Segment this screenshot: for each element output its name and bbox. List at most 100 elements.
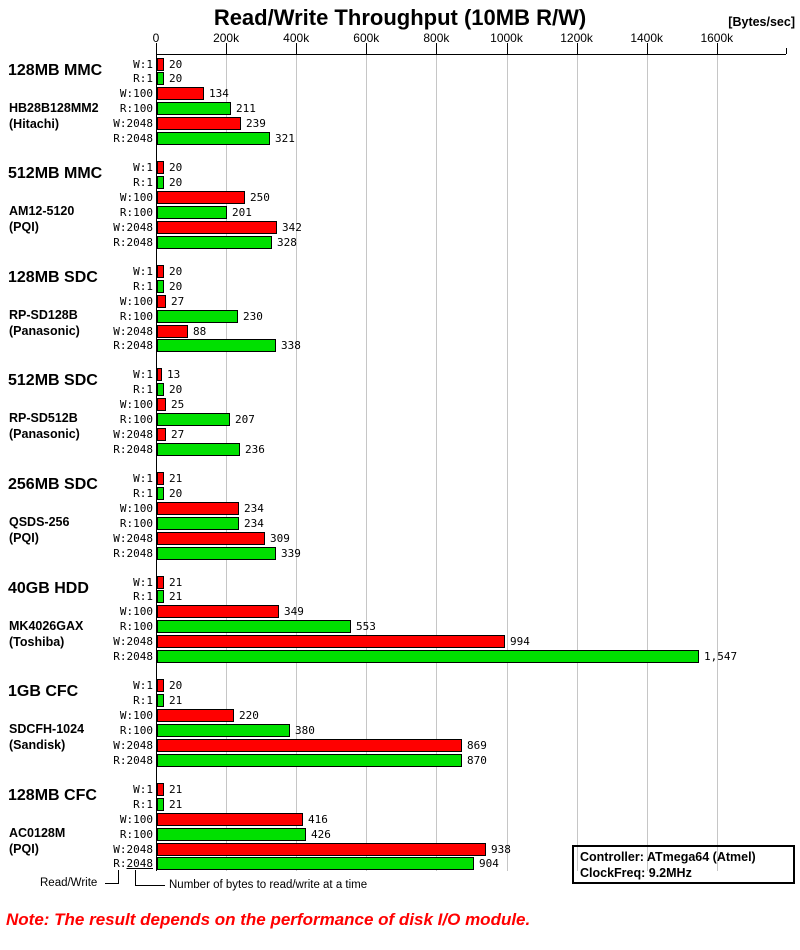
bar-value-label: 20 [169,176,183,190]
bar-value-label: 21 [169,782,183,796]
bar-value-label: 230 [243,309,263,323]
bar-value-label: 27 [171,428,185,442]
read-write-bracket-line [105,883,119,884]
x-axis-tick-label: 1000k [490,31,523,45]
x-axis-tick-label: 400k [283,31,310,45]
bar-value-label: 21 [169,694,183,708]
device-maker-label: (PQI) [9,220,39,235]
bar-label: R:1 [133,279,153,293]
gridline [576,55,578,871]
bar-value-label: 1,547 [704,650,738,664]
bar-read [157,279,164,293]
bar-label: W:1 [133,368,153,382]
x-axis-tick [296,43,298,54]
device-size-label: 40GB HDD [8,579,89,597]
bar-write [157,294,166,308]
bar-value-label: 134 [209,87,229,101]
bar-write [157,709,234,722]
clockfreq-line: ClockFreq: 9.2MHz [580,866,692,880]
device-maker-label: (PQI) [9,530,39,545]
bar-read [157,176,164,190]
bar-value-label: 328 [277,235,297,249]
bar-value-label: 201 [232,205,252,219]
x-axis-tick-label: 1200k [560,31,593,45]
bar-value-label: 553 [356,620,376,634]
bar-value-label: 220 [239,709,259,722]
device-maker-label: (Sandisk) [9,738,66,753]
bar-value-label: 21 [169,590,183,604]
x-axis-tick [506,43,508,54]
bar-label: W:1 [133,679,153,693]
bar-write [157,220,277,234]
bar-value-label: 380 [295,723,315,737]
x-axis-tick-label: 200k [213,31,240,45]
bar-label: R:100 [119,516,153,530]
bar-read [157,413,230,427]
controller-info-box: Controller: ATmega64 (Atmel) ClockFreq: … [572,845,795,884]
bar-read [157,235,272,249]
axis-unit-label: [Bytes/sec] [728,15,795,29]
bar-read [157,650,699,664]
bar-label: R:1 [133,486,153,500]
bar-label: W:1 [133,57,153,71]
bar-write [157,324,188,338]
x-axis-tick [226,43,228,54]
x-axis-tick [436,43,438,54]
bytes-bracket-line [135,870,136,886]
bar-read [157,205,227,219]
bar-label: W:2048 [113,635,153,649]
bar-label: W:2048 [113,531,153,545]
gridline [646,55,648,871]
bar-value-label: 426 [311,827,331,841]
bar-label: R:1 [133,590,153,604]
bar-label: R:1 [133,797,153,811]
bar-label: W:100 [119,294,153,308]
bar-label: W:1 [133,575,153,589]
bar-label: W:2048 [113,842,153,856]
read-write-bracket-line [118,870,119,884]
device-model-label: HB28B128MM2 [9,100,99,115]
controller-line: Controller: ATmega64 (Atmel) [580,850,756,864]
gridline [226,55,228,871]
bar-value-label: 416 [308,812,328,826]
bar-value-label: 309 [270,531,290,545]
bar-value-label: 20 [169,264,183,278]
device-size-label: 256MB SDC [8,475,98,493]
chart-title: Read/Write Throughput (10MB R/W) [213,5,587,30]
gridline [506,55,508,871]
x-axis-tick [716,43,718,54]
bar-label: W:2048 [113,324,153,338]
bar-value-label: 211 [236,102,256,116]
bar-read [157,339,276,353]
bar-value-label: 21 [169,797,183,811]
gridline [436,55,438,871]
bar-label: W:100 [119,812,153,826]
x-axis-tick [156,43,157,54]
bar-read [157,753,462,767]
bar-write [157,531,265,545]
bar-write [157,368,162,382]
bar-value-label: 994 [510,635,530,649]
bar-read [157,723,290,737]
x-axis-line [156,54,786,55]
bar-label: W:100 [119,501,153,515]
gridline [716,55,718,871]
bar-write [157,57,164,71]
bar-value-label: 236 [245,443,265,457]
bar-value-label: 13 [167,368,181,382]
bar-label: R:100 [119,102,153,116]
x-axis-tick [576,43,578,54]
bar-read [157,132,270,146]
bar-label: R:2048 [113,857,153,871]
device-size-label: 512MB MMC [8,165,103,183]
bar-value-label: 239 [246,117,266,131]
device-model-label: RP-SD128B [9,307,78,322]
bytes-at-a-time-annotation: Number of bytes to read/write at a time [169,879,368,891]
bar-label: R:100 [119,723,153,737]
bar-label: W:1 [133,782,153,796]
bar-write [157,471,164,485]
bar-label: W:100 [119,605,153,619]
x-axis-tick-label: 800k [423,31,450,45]
device-maker-label: (Hitachi) [9,116,59,131]
